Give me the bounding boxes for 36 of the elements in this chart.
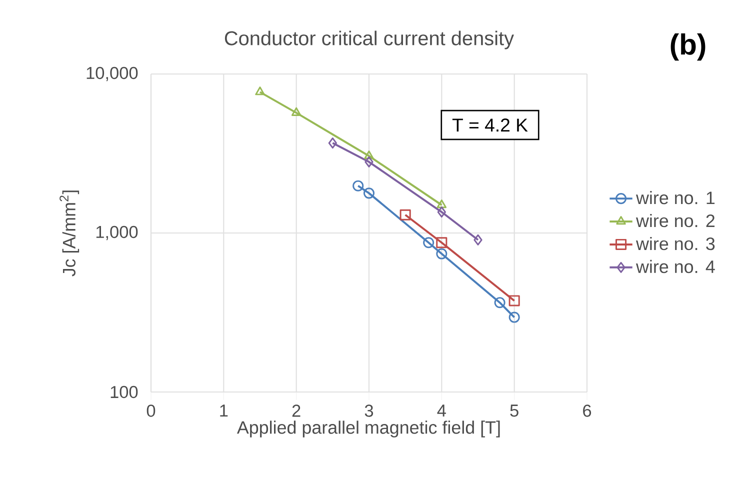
point (291, 107, 302, 116)
point (423, 237, 434, 248)
point (494, 297, 506, 308)
point (508, 312, 520, 323)
x-tick-label: 2 (292, 404, 300, 417)
x-axis-title: Applied parallel magnetic field [T] (236, 420, 500, 438)
point (400, 209, 411, 220)
point (436, 237, 448, 248)
chart-title: Conductor critical current density (224, 30, 514, 50)
point (436, 248, 448, 260)
legend-label: wire no. 4 (636, 260, 715, 274)
point (508, 295, 520, 306)
point (363, 188, 375, 199)
point (436, 199, 447, 208)
y-axis-title: Jc [A/mm$^{2}$] (60, 190, 80, 276)
y-tick-label: 100 (110, 386, 138, 398)
legend-label: wire no. 1 (636, 191, 715, 204)
point (328, 138, 337, 149)
point (474, 234, 482, 246)
legend-label: wire no. 2 (636, 214, 715, 228)
x-tick-label: 5 (510, 404, 518, 417)
y-tick-label: 1,000 (96, 226, 138, 240)
point (364, 150, 374, 160)
annotation: T = 4.2 K (452, 118, 528, 132)
x-tick-label: 0 (146, 404, 156, 417)
point (352, 180, 364, 192)
x-tick-label: 3 (364, 404, 374, 417)
y-tick-label: 10,000 (86, 66, 138, 82)
x-tick-label: 6 (583, 404, 592, 417)
x-tick-label: 4 (437, 404, 446, 417)
point (255, 86, 265, 96)
text: (b) (670, 33, 706, 61)
point (364, 156, 374, 168)
x-tick-label: 1 (220, 404, 228, 417)
point (437, 206, 446, 218)
legend-label: wire no. 3 (636, 236, 715, 250)
